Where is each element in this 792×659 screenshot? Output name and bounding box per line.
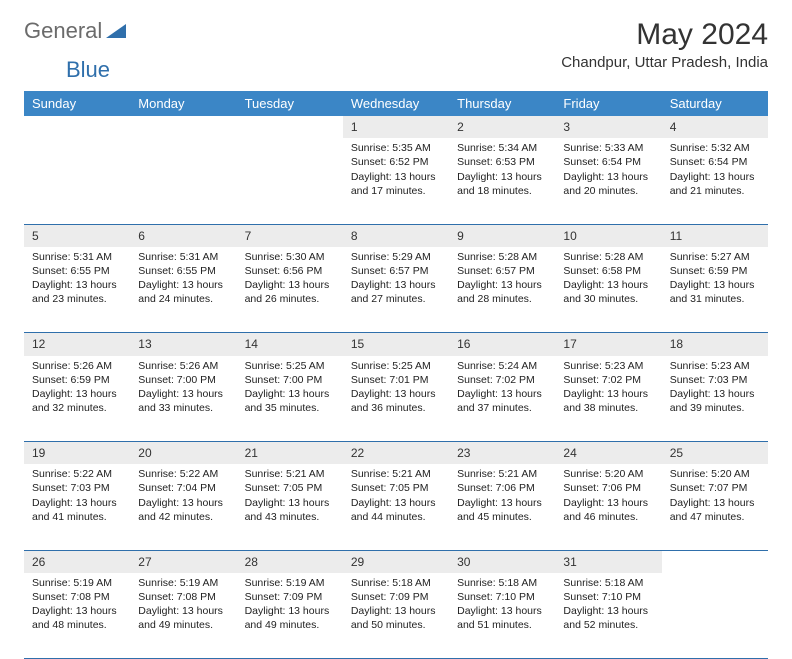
day-number: 6 bbox=[130, 224, 236, 247]
day-info: Sunrise: 5:18 AM Sunset: 7:10 PM Dayligh… bbox=[555, 573, 661, 659]
day-info: Sunrise: 5:29 AM Sunset: 6:57 PM Dayligh… bbox=[343, 247, 449, 333]
day-number: 5 bbox=[24, 224, 130, 247]
day-info: Sunrise: 5:21 AM Sunset: 7:05 PM Dayligh… bbox=[237, 464, 343, 550]
day-info: Sunrise: 5:18 AM Sunset: 7:09 PM Dayligh… bbox=[343, 573, 449, 659]
day-info: Sunrise: 5:19 AM Sunset: 7:08 PM Dayligh… bbox=[24, 573, 130, 659]
day-number: 15 bbox=[343, 333, 449, 356]
title-block: May 2024 Chandpur, Uttar Pradesh, India bbox=[561, 18, 768, 71]
day-number: 24 bbox=[555, 442, 661, 465]
day-number: 14 bbox=[237, 333, 343, 356]
daynum-row: 1234 bbox=[24, 116, 768, 138]
calendar-body: 1234Sunrise: 5:35 AM Sunset: 6:52 PM Day… bbox=[24, 116, 768, 659]
day-number: 11 bbox=[662, 224, 768, 247]
day-info: Sunrise: 5:22 AM Sunset: 7:04 PM Dayligh… bbox=[130, 464, 236, 550]
day-info: Sunrise: 5:20 AM Sunset: 7:07 PM Dayligh… bbox=[662, 464, 768, 550]
day-info bbox=[130, 138, 236, 224]
month-title: May 2024 bbox=[561, 18, 768, 52]
day-header: Saturday bbox=[662, 91, 768, 116]
logo: General bbox=[24, 18, 126, 44]
info-row: Sunrise: 5:35 AM Sunset: 6:52 PM Dayligh… bbox=[24, 138, 768, 224]
daynum-row: 19202122232425 bbox=[24, 442, 768, 465]
day-info: Sunrise: 5:26 AM Sunset: 7:00 PM Dayligh… bbox=[130, 356, 236, 442]
day-info bbox=[237, 138, 343, 224]
day-number: 27 bbox=[130, 550, 236, 573]
day-number: 29 bbox=[343, 550, 449, 573]
day-number: 10 bbox=[555, 224, 661, 247]
day-info: Sunrise: 5:21 AM Sunset: 7:06 PM Dayligh… bbox=[449, 464, 555, 550]
day-info: Sunrise: 5:26 AM Sunset: 6:59 PM Dayligh… bbox=[24, 356, 130, 442]
day-info: Sunrise: 5:21 AM Sunset: 7:05 PM Dayligh… bbox=[343, 464, 449, 550]
daynum-row: 262728293031 bbox=[24, 550, 768, 573]
day-number: 25 bbox=[662, 442, 768, 465]
day-info: Sunrise: 5:32 AM Sunset: 6:54 PM Dayligh… bbox=[662, 138, 768, 224]
info-row: Sunrise: 5:22 AM Sunset: 7:03 PM Dayligh… bbox=[24, 464, 768, 550]
info-row: Sunrise: 5:19 AM Sunset: 7:08 PM Dayligh… bbox=[24, 573, 768, 659]
calendar-head: SundayMondayTuesdayWednesdayThursdayFrid… bbox=[24, 91, 768, 116]
day-number: 4 bbox=[662, 116, 768, 138]
day-info: Sunrise: 5:35 AM Sunset: 6:52 PM Dayligh… bbox=[343, 138, 449, 224]
day-info: Sunrise: 5:18 AM Sunset: 7:10 PM Dayligh… bbox=[449, 573, 555, 659]
day-number: 30 bbox=[449, 550, 555, 573]
day-number bbox=[130, 116, 236, 138]
day-header: Tuesday bbox=[237, 91, 343, 116]
day-header: Sunday bbox=[24, 91, 130, 116]
day-info: Sunrise: 5:22 AM Sunset: 7:03 PM Dayligh… bbox=[24, 464, 130, 550]
day-number: 16 bbox=[449, 333, 555, 356]
day-number: 18 bbox=[662, 333, 768, 356]
day-number: 20 bbox=[130, 442, 236, 465]
day-info: Sunrise: 5:20 AM Sunset: 7:06 PM Dayligh… bbox=[555, 464, 661, 550]
day-number: 8 bbox=[343, 224, 449, 247]
day-number: 9 bbox=[449, 224, 555, 247]
day-info: Sunrise: 5:25 AM Sunset: 7:00 PM Dayligh… bbox=[237, 356, 343, 442]
day-info: Sunrise: 5:31 AM Sunset: 6:55 PM Dayligh… bbox=[24, 247, 130, 333]
day-info: Sunrise: 5:23 AM Sunset: 7:03 PM Dayligh… bbox=[662, 356, 768, 442]
info-row: Sunrise: 5:26 AM Sunset: 6:59 PM Dayligh… bbox=[24, 356, 768, 442]
day-number bbox=[237, 116, 343, 138]
logo-triangle-icon bbox=[106, 18, 126, 44]
day-info: Sunrise: 5:23 AM Sunset: 7:02 PM Dayligh… bbox=[555, 356, 661, 442]
day-info bbox=[24, 138, 130, 224]
location: Chandpur, Uttar Pradesh, India bbox=[561, 54, 768, 71]
calendar-table: SundayMondayTuesdayWednesdayThursdayFrid… bbox=[24, 91, 768, 659]
day-number bbox=[24, 116, 130, 138]
day-number bbox=[662, 550, 768, 573]
logo-text-2: Blue bbox=[66, 57, 110, 82]
daynum-row: 567891011 bbox=[24, 224, 768, 247]
day-number: 31 bbox=[555, 550, 661, 573]
day-number: 22 bbox=[343, 442, 449, 465]
daynum-row: 12131415161718 bbox=[24, 333, 768, 356]
day-info: Sunrise: 5:27 AM Sunset: 6:59 PM Dayligh… bbox=[662, 247, 768, 333]
day-info: Sunrise: 5:25 AM Sunset: 7:01 PM Dayligh… bbox=[343, 356, 449, 442]
day-info: Sunrise: 5:28 AM Sunset: 6:58 PM Dayligh… bbox=[555, 247, 661, 333]
day-info: Sunrise: 5:19 AM Sunset: 7:08 PM Dayligh… bbox=[130, 573, 236, 659]
day-info: Sunrise: 5:28 AM Sunset: 6:57 PM Dayligh… bbox=[449, 247, 555, 333]
day-number: 2 bbox=[449, 116, 555, 138]
day-header: Thursday bbox=[449, 91, 555, 116]
info-row: Sunrise: 5:31 AM Sunset: 6:55 PM Dayligh… bbox=[24, 247, 768, 333]
day-info: Sunrise: 5:19 AM Sunset: 7:09 PM Dayligh… bbox=[237, 573, 343, 659]
day-number: 13 bbox=[130, 333, 236, 356]
day-number: 7 bbox=[237, 224, 343, 247]
day-info: Sunrise: 5:30 AM Sunset: 6:56 PM Dayligh… bbox=[237, 247, 343, 333]
day-info: Sunrise: 5:33 AM Sunset: 6:54 PM Dayligh… bbox=[555, 138, 661, 224]
day-number: 21 bbox=[237, 442, 343, 465]
day-number: 19 bbox=[24, 442, 130, 465]
day-number: 1 bbox=[343, 116, 449, 138]
day-info: Sunrise: 5:31 AM Sunset: 6:55 PM Dayligh… bbox=[130, 247, 236, 333]
day-number: 23 bbox=[449, 442, 555, 465]
day-info bbox=[662, 573, 768, 659]
day-info: Sunrise: 5:34 AM Sunset: 6:53 PM Dayligh… bbox=[449, 138, 555, 224]
day-info: Sunrise: 5:24 AM Sunset: 7:02 PM Dayligh… bbox=[449, 356, 555, 442]
logo-text-1: General bbox=[24, 18, 102, 44]
day-number: 3 bbox=[555, 116, 661, 138]
day-number: 17 bbox=[555, 333, 661, 356]
day-header: Monday bbox=[130, 91, 236, 116]
day-header: Friday bbox=[555, 91, 661, 116]
day-header: Wednesday bbox=[343, 91, 449, 116]
day-number: 26 bbox=[24, 550, 130, 573]
day-number: 12 bbox=[24, 333, 130, 356]
day-number: 28 bbox=[237, 550, 343, 573]
